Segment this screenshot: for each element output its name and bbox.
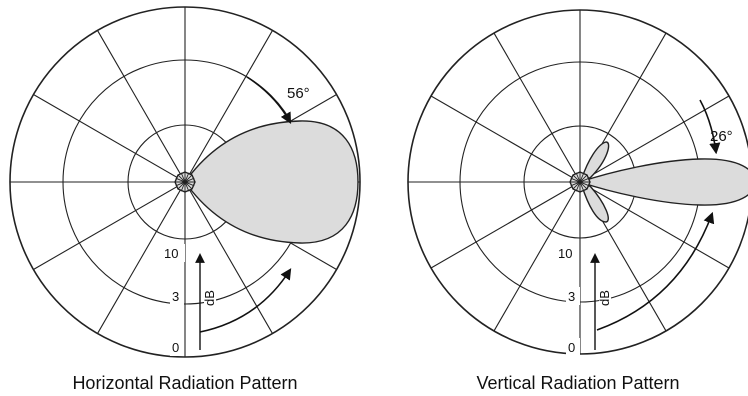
vertical-ring-label-3: 3 (568, 289, 575, 304)
horizontal-ring-label-0: 0 (172, 340, 179, 355)
vertical-upper-side-lobe (581, 141, 610, 179)
horizontal-main-lobe (184, 120, 359, 244)
vertical-ring-label-0: 0 (568, 340, 575, 355)
vertical-beamwidth-label: 26° (710, 128, 733, 145)
horizontal-beamwidth-label: 56° (287, 85, 310, 102)
vertical-beamwidth-arc-lower (596, 211, 715, 331)
horizontal-beamwidth-arc-upper (246, 76, 292, 124)
vertical-main-lobe (577, 158, 748, 206)
horizontal-ring-label-10: 10 (164, 246, 178, 261)
horizontal-pattern-diagram: 56° 10 3 0 dB Horizontal Radiation Patte… (9, 6, 361, 393)
vertical-beamwidth-arc-upper (699, 99, 721, 155)
horizontal-db-axis-label: dB (202, 290, 217, 306)
horizontal-ring-label-3: 3 (172, 289, 179, 304)
vertical-lower-side-lobe (581, 185, 609, 223)
vertical-pattern-caption: Vertical Radiation Pattern (476, 373, 679, 393)
horizontal-hub-spoke (175, 177, 195, 187)
vertical-hub-spoke (570, 177, 590, 187)
horizontal-hub-spokes (175, 172, 195, 192)
horizontal-beamwidth-arc-lower (199, 268, 292, 333)
vertical-pattern-diagram: 26° 10 3 0 dB Vertical Radiation Pattern (407, 9, 748, 393)
vertical-db-axis-label: dB (597, 290, 612, 306)
vertical-hub-spokes (570, 172, 590, 192)
vertical-ring-label-10: 10 (558, 246, 572, 261)
horizontal-pattern-caption: Horizontal Radiation Pattern (72, 373, 297, 393)
